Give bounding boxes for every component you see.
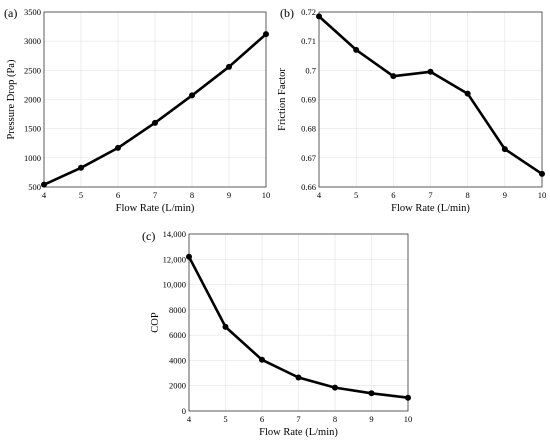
- data-point: [189, 92, 195, 99]
- x-tick-label: 5: [79, 190, 83, 200]
- chart-panel-2: 4 5 6 7 8 9 10 0 2000 4000 6000 8000 10,000 12,000 14,…: [142, 229, 412, 438]
- x-tick-label: 6: [116, 190, 120, 200]
- plot-frame: [318, 11, 543, 188]
- y-tick-label: 6000: [169, 330, 186, 340]
- y-tick-label: 1000: [24, 153, 41, 163]
- y-tick-label: 0.7: [305, 65, 316, 75]
- data-point: [222, 323, 229, 330]
- y-tick-label: 12,000: [163, 254, 186, 264]
- data-point: [405, 394, 411, 401]
- y-tick-label: 0.69: [301, 95, 316, 105]
- y-tick-label: 0.68: [301, 124, 316, 134]
- chart-panel-1: 4 5 6 7 8 9 10 0.66 0.67 0.68 0.69 0.7 0.71 0.72 Flow …: [277, 6, 546, 214]
- y-tick-label: 500: [28, 182, 41, 192]
- data-point: [78, 164, 84, 171]
- y-tick-label: 10,000: [163, 280, 186, 290]
- y-tick-label: 0.67: [301, 153, 316, 163]
- data-point: [263, 31, 269, 38]
- y-tick-label: 0: [182, 406, 186, 416]
- y-tick-label: 4000: [169, 355, 186, 365]
- x-tick-label: 6: [391, 190, 395, 200]
- y-tick-label: 0.72: [301, 7, 316, 17]
- x-tick-label: 8: [466, 190, 470, 200]
- x-tick-label: 9: [369, 414, 373, 424]
- y-tick-label: 2500: [24, 65, 41, 75]
- x-tick-label: 8: [333, 414, 337, 424]
- chart-panel-0: 4 5 6 7 8 9 10 500 1000 1500 2000 2500 3000 3500 Flow …: [4, 6, 270, 214]
- x-tick-label: 9: [227, 190, 231, 200]
- data-point: [501, 146, 508, 153]
- x-tick-label: 4: [42, 190, 47, 200]
- data-point: [390, 73, 397, 80]
- data-point: [368, 390, 375, 397]
- data-point: [427, 68, 434, 75]
- x-axis-label: Flow Rate (L/min): [391, 203, 470, 214]
- data-point: [295, 374, 302, 381]
- panel-label: (b): [280, 6, 294, 20]
- data-point: [332, 384, 338, 391]
- plot-frame: [43, 11, 267, 188]
- y-tick-label: 2000: [169, 381, 186, 391]
- x-tick-label: 10: [538, 190, 547, 200]
- x-axis-label: Flow Rate (L/min): [116, 203, 195, 214]
- data-point: [41, 181, 47, 188]
- data-point: [115, 144, 121, 151]
- x-tick-label: 9: [503, 190, 507, 200]
- y-tick-label: 14,000: [163, 229, 186, 239]
- panel-label: (a): [4, 6, 17, 20]
- data-point: [464, 90, 471, 97]
- x-tick-label: 10: [262, 190, 271, 200]
- x-tick-label: 5: [354, 190, 358, 200]
- data-point: [259, 356, 265, 363]
- x-tick-label: 7: [428, 190, 432, 200]
- x-tick-label: 7: [153, 190, 157, 200]
- x-tick-label: 6: [260, 414, 264, 424]
- y-tick-label: 1500: [24, 124, 41, 134]
- y-tick-label: 8000: [169, 305, 186, 315]
- x-tick-label: 8: [190, 190, 194, 200]
- y-tick-label: 2000: [24, 95, 41, 105]
- x-tick-label: 7: [296, 414, 300, 424]
- y-axis-label: Pressure Drop (Pa): [6, 59, 17, 139]
- panel-label: (c): [142, 229, 155, 243]
- data-point: [353, 46, 360, 53]
- y-tick-label: 3000: [24, 36, 41, 46]
- plot-frame: [188, 233, 409, 412]
- x-tick-label: 10: [404, 414, 413, 424]
- x-tick-label: 4: [187, 414, 192, 424]
- data-point: [186, 253, 192, 260]
- data-point: [226, 63, 232, 70]
- x-tick-label: 5: [223, 414, 227, 424]
- y-axis-label: Friction Factor: [277, 68, 288, 131]
- y-axis-label: COP: [150, 312, 161, 333]
- data-point: [152, 119, 158, 126]
- y-tick-label: 0.66: [301, 182, 316, 192]
- data-point: [539, 170, 545, 177]
- x-tick-label: 4: [317, 190, 322, 200]
- y-tick-label: 3500: [24, 7, 41, 17]
- x-axis-label: Flow Rate (L/min): [259, 427, 338, 438]
- y-tick-label: 0.71: [301, 36, 316, 46]
- data-point: [316, 13, 322, 20]
